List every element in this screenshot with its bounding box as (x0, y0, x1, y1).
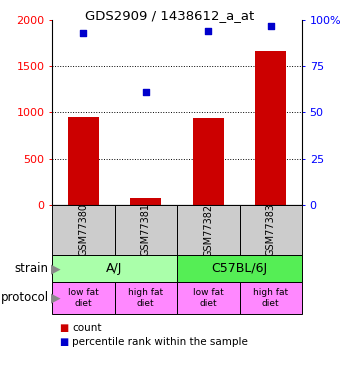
Bar (52, 255, 177, 282)
Bar (115, 205, 177, 255)
Text: ▶: ▶ (51, 262, 61, 275)
Text: high fat
diet: high fat diet (253, 288, 288, 308)
Text: A/J: A/J (106, 262, 123, 275)
Bar (193, 118, 224, 205)
Text: percentile rank within the sample: percentile rank within the sample (72, 337, 248, 347)
Text: ■: ■ (59, 323, 68, 333)
Bar (177, 282, 239, 314)
Text: GSM77383: GSM77383 (266, 204, 276, 257)
Text: C57BL/6J: C57BL/6J (211, 262, 268, 275)
Bar (68, 117, 99, 205)
Point (143, 89, 149, 95)
Text: ■: ■ (59, 337, 68, 347)
Text: GSM77381: GSM77381 (141, 204, 151, 257)
Bar (177, 255, 302, 282)
Point (81, 30, 86, 36)
Bar (239, 205, 302, 255)
Text: strain: strain (15, 262, 49, 275)
Bar (115, 282, 177, 314)
Bar (52, 282, 115, 314)
Point (205, 28, 211, 34)
Bar (52, 205, 115, 255)
Bar (255, 51, 286, 205)
Text: count: count (72, 323, 102, 333)
Text: GSM77380: GSM77380 (78, 204, 88, 257)
Bar (177, 205, 239, 255)
Text: high fat
diet: high fat diet (128, 288, 163, 308)
Text: ▶: ▶ (51, 291, 61, 304)
Text: GDS2909 / 1438612_a_at: GDS2909 / 1438612_a_at (85, 9, 255, 22)
Text: GSM77382: GSM77382 (203, 204, 213, 257)
Bar (239, 282, 302, 314)
Text: low fat
diet: low fat diet (68, 288, 99, 308)
Point (268, 22, 273, 28)
Text: protocol: protocol (0, 291, 49, 304)
Text: low fat
diet: low fat diet (193, 288, 224, 308)
Bar (130, 198, 162, 205)
